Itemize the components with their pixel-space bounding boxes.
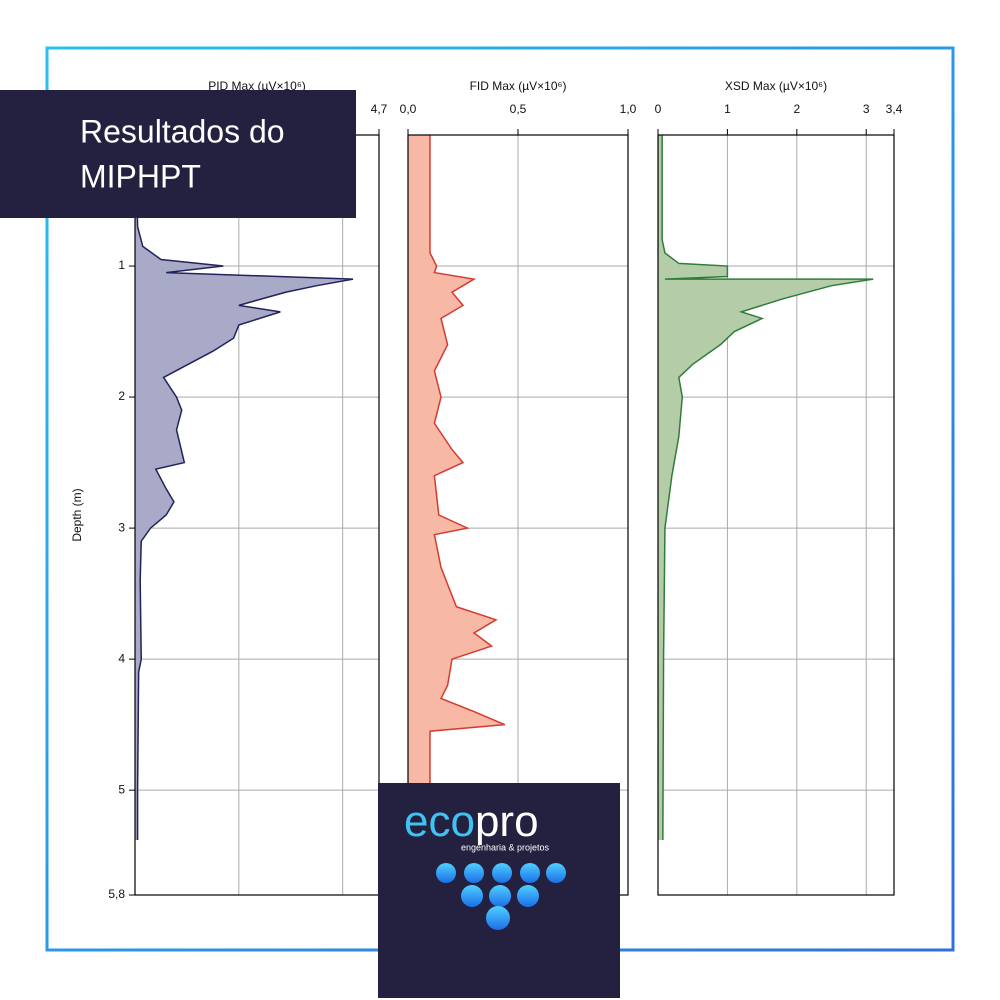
x-tick-label: 0,5 — [510, 102, 527, 116]
logo-mark — [436, 863, 566, 930]
x-tick-label: 2 — [793, 102, 800, 116]
logo-text: ecopro — [404, 797, 539, 846]
logo: ecopro engenharia & projetos — [378, 783, 620, 998]
logo-pro: pro — [475, 797, 539, 846]
area-fill — [408, 135, 505, 840]
banner-title: MIPHPT — [80, 158, 201, 194]
logo-eco: eco — [404, 797, 475, 846]
y-tick-label: 1 — [118, 258, 125, 272]
x-tick-label: 0 — [655, 102, 662, 116]
logo-tagline: engenharia & projetos — [461, 842, 550, 852]
banner-title: Resultados do — [80, 113, 285, 149]
x-tick-label: 3 — [863, 102, 870, 116]
y-tick-label: 5 — [118, 782, 125, 796]
banner-bg — [0, 90, 356, 218]
y-axis-label: Depth (m) — [70, 488, 84, 541]
y-tick-label: 3 — [118, 520, 125, 534]
y-tick-label: 2 — [118, 389, 125, 403]
plot-border — [657, 134, 895, 896]
chart-title: PID Max (µV×10⁶) — [208, 79, 306, 93]
x-tick-label: 1 — [724, 102, 731, 116]
chart-title: XSD Max (µV×10⁶) — [725, 79, 827, 93]
chart-title: FID Max (µV×10⁶) — [470, 79, 567, 93]
profile-line — [135, 134, 354, 840]
banner: Resultados do MIPHPT — [0, 90, 356, 218]
x-tick-label: 4,7 — [371, 102, 388, 116]
area-fill — [658, 135, 874, 840]
y-tick-label: 4 — [118, 651, 125, 665]
x-tick-label: 0,0 — [400, 102, 417, 116]
x-tick-label: 3,4 — [886, 102, 903, 116]
area-fill — [135, 135, 354, 840]
profile-line — [661, 135, 874, 840]
y-tick-label: 5,8 — [108, 887, 125, 901]
x-tick-label: 1,0 — [620, 102, 637, 116]
profile-line — [429, 135, 506, 840]
plot-area — [658, 135, 894, 895]
